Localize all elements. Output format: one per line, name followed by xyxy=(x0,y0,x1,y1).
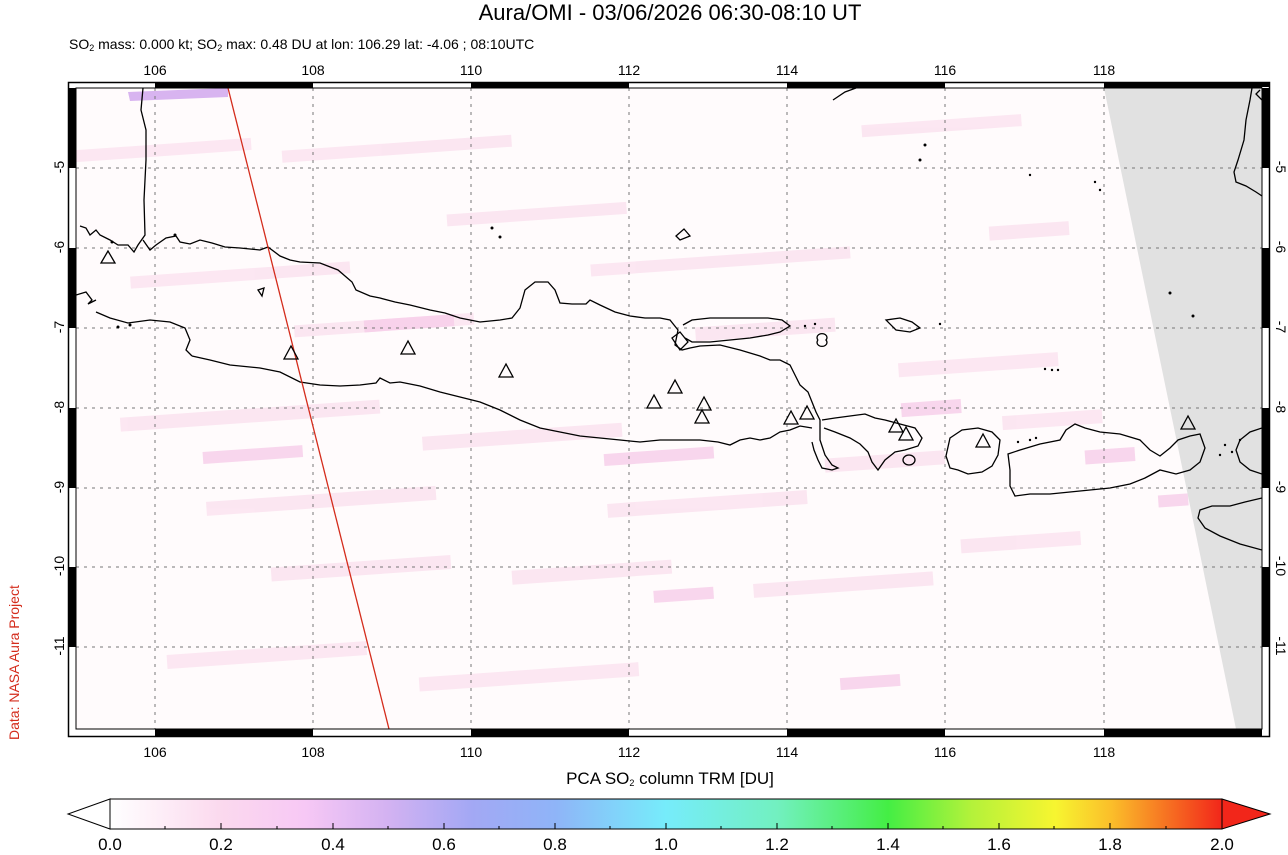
lat-tick-right: -9 xyxy=(1273,480,1288,494)
subscript-2: 2 xyxy=(629,778,635,788)
volcano-markers xyxy=(99,249,1197,448)
lon-tick-bottom: 106 xyxy=(143,744,167,760)
lat-tick-right: -6 xyxy=(1273,240,1288,254)
lon-scale-bars xyxy=(155,83,1269,736)
colorbar-tick: 1.2 xyxy=(765,835,789,854)
tiny-islands xyxy=(110,143,1242,457)
colorbar-tick: 1.4 xyxy=(876,835,900,854)
gridlines xyxy=(76,88,1262,729)
lon-tick-top: 112 xyxy=(617,62,641,78)
colorbar-tick: 1.6 xyxy=(987,835,1011,854)
map-subtitle: SO2 mass: 0.000 kt; SO2 max: 0.48 DU at … xyxy=(69,36,534,53)
coastlines xyxy=(76,88,1262,551)
lon-tick-bottom: 118 xyxy=(1092,744,1116,760)
lat-tick-left: -9 xyxy=(51,480,67,494)
colorbar-tick: 1.0 xyxy=(654,835,678,854)
colorbar-label: PCA SO2 column TRM [DU] xyxy=(0,769,1288,789)
lat-tick-left: -5 xyxy=(51,160,67,174)
lon-tick-bottom: 114 xyxy=(775,744,799,760)
lon-tick-bottom: 112 xyxy=(617,744,641,760)
colorbar-tick: 0.2 xyxy=(209,835,233,854)
so2-mass-text: mass: 0.000 kt; SO xyxy=(94,36,218,52)
map-title: Aura/OMI - 03/06/2026 06:30-08:10 UT xyxy=(478,0,862,25)
map-frame xyxy=(67,81,1271,738)
colorbar-tick: 0.0 xyxy=(98,835,122,854)
lat-tick-right: -8 xyxy=(1273,400,1288,414)
lat-tick-left: -6 xyxy=(51,240,67,254)
so2-label: SO xyxy=(69,36,90,52)
orbit-track-line xyxy=(227,88,390,729)
lon-tick-bottom: 108 xyxy=(301,744,325,760)
lat-tick-right: -10 xyxy=(1273,555,1288,577)
subscript-2: 2 xyxy=(89,43,95,53)
lat-tick-right: -7 xyxy=(1273,320,1288,334)
colorbar-tick: 0.8 xyxy=(543,835,567,854)
colorbar-label-suffix: column TRM [DU] xyxy=(634,769,774,788)
lat-tick-left: -8 xyxy=(51,400,67,414)
lat-tick-right: -5 xyxy=(1273,160,1288,174)
lat-tick-left: -11 xyxy=(51,636,67,656)
colorbar-tick: 1.8 xyxy=(1098,835,1122,854)
lon-tick-top: 106 xyxy=(143,62,167,78)
lon-tick-bottom: 116 xyxy=(933,744,957,760)
lon-tick-bottom: 110 xyxy=(459,744,483,760)
colorbar-tick: 0.4 xyxy=(321,835,345,854)
colorbar xyxy=(66,798,1272,830)
lon-tick-top: 108 xyxy=(301,62,325,78)
lon-tick-top: 118 xyxy=(1092,62,1116,78)
lat-tick-left: -10 xyxy=(51,555,67,577)
colorbar-tick: 0.6 xyxy=(432,835,456,854)
so2-pixels xyxy=(76,88,1262,729)
subscript-2: 2 xyxy=(217,43,223,53)
data-credit: Data: NASA Aura Project xyxy=(6,585,22,740)
lon-tick-top: 116 xyxy=(933,62,957,78)
max-so2-pixel xyxy=(128,88,228,101)
colorbar-label-prefix: PCA SO xyxy=(566,769,630,788)
lon-tick-top: 114 xyxy=(775,62,799,78)
lat-scale-bars xyxy=(69,88,1269,647)
lat-tick-left: -7 xyxy=(51,320,67,334)
colorbar-tick: 2.0 xyxy=(1210,835,1234,854)
lon-tick-top: 110 xyxy=(459,62,483,78)
so2-max-text: max: 0.48 DU at lon: 106.29 lat: -4.06 ;… xyxy=(222,36,535,52)
lat-tick-right: -11 xyxy=(1273,636,1288,656)
